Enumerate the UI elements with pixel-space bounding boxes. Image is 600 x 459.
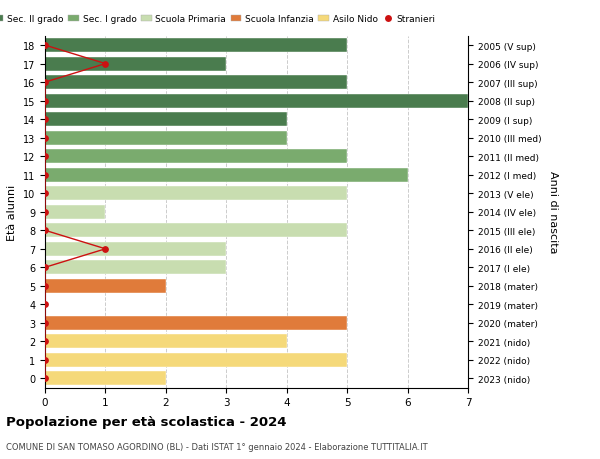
Point [40, 375, 50, 382]
Bar [45, 242, 226, 256]
Point [40, 153, 50, 161]
Point [40, 301, 50, 308]
Bar [45, 76, 347, 90]
Bar [45, 372, 166, 386]
Legend: Sec. II grado, Sec. I grado, Scuola Primaria, Scuola Infanzia, Asilo Nido, Stran: Sec. II grado, Sec. I grado, Scuola Prim… [0, 11, 439, 28]
Bar [45, 150, 347, 164]
Point [40, 116, 50, 123]
Bar [45, 131, 287, 146]
Point [40, 319, 50, 327]
Point [40, 134, 50, 142]
Point [101, 246, 110, 253]
Point [40, 208, 50, 216]
Bar [45, 113, 287, 127]
Point [40, 264, 50, 271]
Bar [45, 95, 468, 108]
Y-axis label: Anni di nascita: Anni di nascita [548, 171, 558, 253]
Point [40, 227, 50, 235]
Point [40, 190, 50, 197]
Text: Popolazione per età scolastica - 2024: Popolazione per età scolastica - 2024 [6, 415, 287, 428]
Point [40, 357, 50, 364]
Bar [45, 39, 347, 53]
Point [101, 61, 110, 68]
Bar [45, 335, 287, 348]
Text: COMUNE DI SAN TOMASO AGORDINO (BL) - Dati ISTAT 1° gennaio 2024 - Elaborazione T: COMUNE DI SAN TOMASO AGORDINO (BL) - Dat… [6, 442, 428, 451]
Bar [45, 316, 347, 330]
Point [40, 42, 50, 50]
Bar [45, 205, 106, 219]
Point [40, 338, 50, 345]
Point [40, 172, 50, 179]
Bar [45, 57, 226, 71]
Point [40, 98, 50, 105]
Point [40, 79, 50, 87]
Bar [45, 261, 226, 274]
Y-axis label: Età alunni: Età alunni [7, 184, 17, 241]
Bar [45, 353, 347, 367]
Bar [45, 279, 166, 293]
Bar [45, 224, 347, 238]
Bar [45, 187, 347, 201]
Bar [45, 168, 407, 182]
Point [40, 283, 50, 290]
